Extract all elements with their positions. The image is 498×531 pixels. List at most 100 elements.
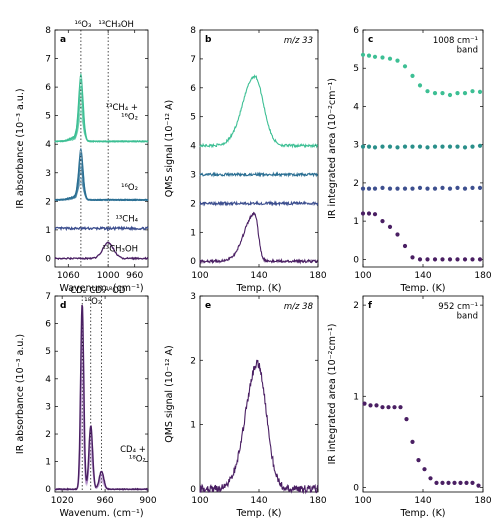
data-point (432, 144, 438, 149)
x-tick-label: 100 (354, 271, 371, 281)
top-label: ¹⁸O₃ (84, 297, 101, 307)
data-point (425, 89, 430, 94)
panel-title: m/z 38 (284, 302, 314, 312)
data-point (422, 467, 427, 472)
spectrum-line (54, 147, 149, 202)
data-point (462, 186, 468, 191)
qms-trace (199, 359, 319, 495)
plot-frame (199, 295, 319, 493)
data-point (470, 480, 475, 485)
data-point (452, 480, 457, 485)
series-annotation: ¹³CH₄ + ¹⁶O₂ (106, 103, 138, 122)
y-tick-label: 3 (353, 141, 359, 151)
data-point (380, 405, 385, 410)
data-point (395, 186, 400, 191)
plot-frame (199, 29, 319, 268)
data-point (432, 91, 438, 96)
x-tick-label: 960 (96, 496, 113, 506)
data-point (386, 405, 391, 410)
y-tick-label: 5 (190, 113, 196, 123)
data-point (455, 185, 460, 190)
data-point (447, 92, 453, 98)
qms-trace (199, 211, 319, 265)
data-point (440, 144, 445, 149)
data-point (410, 186, 415, 191)
y-tick-label: 7 (190, 55, 196, 65)
y-tick-label: 5 (45, 347, 51, 357)
data-point (464, 480, 469, 485)
data-point (432, 257, 438, 262)
y-tick-label: 0 (45, 254, 51, 264)
y-tick-label: 4 (190, 142, 196, 152)
x-tick-label: 1060 (57, 271, 80, 281)
data-point (380, 219, 385, 224)
data-point (372, 145, 378, 150)
panel-letter: f (368, 301, 372, 311)
data-point (416, 458, 421, 463)
panel-f: 0 1 2 100 140 180 Temp. (K) IR integrated area … (327, 295, 492, 519)
x-tick-label: 140 (414, 496, 431, 506)
data-point (395, 145, 400, 150)
data-point (462, 91, 468, 96)
data-point (417, 185, 423, 190)
data-point (402, 243, 408, 249)
series-annotation: ¹³CH₄ (115, 214, 138, 224)
series-annotation: ¹⁶O₂ (121, 183, 138, 193)
spectrum-line (55, 153, 149, 202)
data-point (387, 224, 393, 229)
y-axis-label: IR integrated area (10⁻²cm⁻¹) (327, 78, 338, 219)
x-tick-label: 180 (474, 496, 491, 506)
data-point (402, 144, 408, 149)
data-point (425, 257, 430, 262)
y-tick-label: 7 (45, 292, 51, 302)
data-point (360, 52, 366, 57)
data-point (366, 53, 372, 58)
data-point (362, 401, 367, 406)
y-tick-label: 4 (45, 140, 51, 150)
data-point (462, 145, 468, 150)
panel-title: 952 cm⁻¹ band (438, 302, 478, 321)
y-tick-label: 0 (353, 255, 359, 265)
y-tick-label: 2 (45, 430, 51, 440)
data-point (410, 144, 415, 149)
y-tick-label: 1 (45, 458, 51, 468)
x-tick-label: 180 (309, 271, 326, 281)
x-tick-label: 100 (191, 496, 208, 506)
qms-trace (199, 74, 319, 149)
data-point (395, 232, 400, 237)
data-point (434, 480, 439, 485)
panel-d: 0 1 2 3 4 5 6 7 1020 960 900 Wavenum. (cm⁻¹) IR abso… (15, 286, 157, 519)
data-point (432, 186, 438, 191)
y-tick-label: 6 (190, 84, 196, 94)
y-tick-label: 3 (45, 169, 51, 179)
x-tick-label: 180 (309, 496, 326, 506)
y-tick-label: 0 (190, 485, 196, 495)
y-tick-label: 2 (45, 197, 51, 207)
y-tick-label: 2 (353, 179, 359, 189)
data-point (366, 144, 372, 149)
spectrum-line (54, 158, 149, 202)
spectrum-line (54, 225, 149, 232)
data-point (447, 257, 453, 262)
y-tick-label: 1 (190, 228, 196, 238)
spectrum-line (54, 241, 149, 261)
y-tick-label: 0 (45, 485, 51, 495)
x-axis-label: Temp. (K) (400, 283, 446, 294)
series-annotation: CD₄ + ¹⁸O₂ (120, 445, 146, 464)
x-axis-label: Wavenum. (cm⁻¹) (59, 283, 143, 294)
panel-a: 0 1 2 3 4 5 6 7 8 1060 1000 960 Wavenum. (cm⁻¹) IR ab… (15, 20, 149, 294)
y-tick-label: 0 (353, 483, 359, 493)
panel-c: 0 1 2 3 4 5 6 100 140 180 Temp. (K) IR integrated a… (327, 26, 492, 294)
y-tick-label: 4 (45, 375, 51, 385)
y-axis-label: QMS signal (10⁻¹² A) (164, 100, 175, 198)
data-point (447, 186, 453, 191)
data-point (425, 186, 430, 191)
y-tick-label: 7 (45, 55, 51, 65)
top-label: CD₃¹⁸OD (90, 286, 126, 296)
data-point (360, 144, 366, 149)
data-point (477, 185, 483, 190)
plot-frame (362, 295, 484, 493)
spectrum-line (54, 329, 148, 491)
x-axis-label: Temp. (K) (236, 283, 282, 294)
